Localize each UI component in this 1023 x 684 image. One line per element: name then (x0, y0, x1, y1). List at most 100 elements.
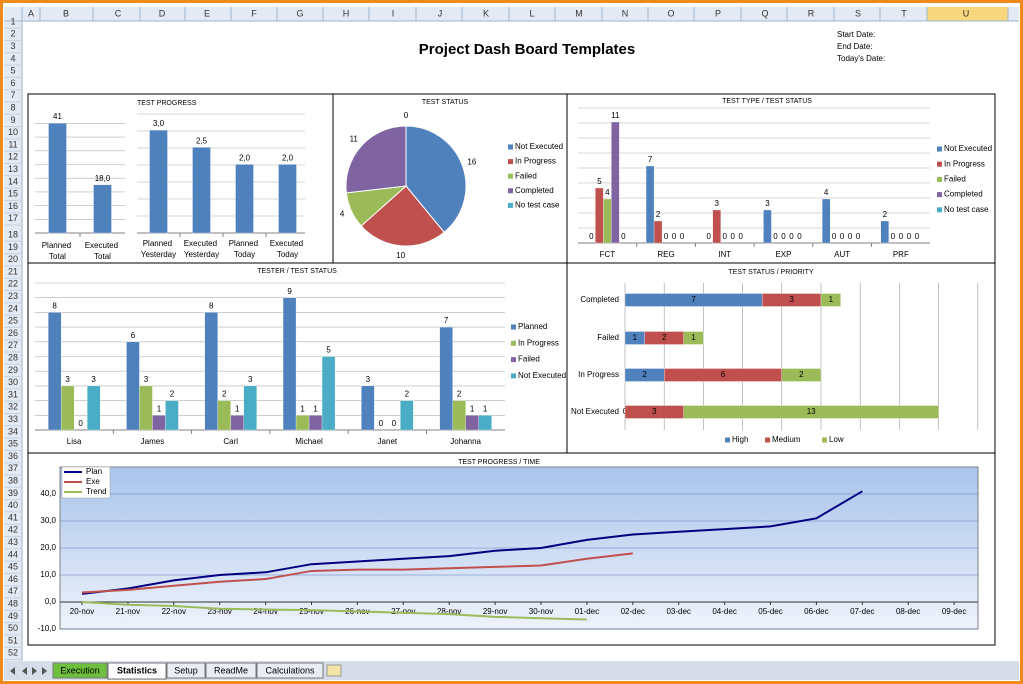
selected-column-header (927, 7, 1008, 21)
bar (139, 385, 153, 431)
tab-nav-first[interactable] (10, 667, 15, 675)
bar (400, 400, 414, 431)
value-label: 0 (856, 232, 861, 241)
row-header: 4 (10, 53, 15, 63)
pie-slice (405, 125, 467, 233)
tab[interactable] (256, 662, 324, 679)
row-header: 31 (8, 389, 18, 399)
value-label: 7 (648, 155, 653, 164)
y-tick-label: 10,0 (40, 570, 56, 579)
value-label: 2 (656, 210, 661, 219)
tab[interactable] (166, 662, 206, 679)
value-label: 0 (907, 232, 912, 241)
row-header: 21 (8, 266, 18, 276)
row-header: 28 (8, 352, 18, 362)
legend-label: Failed (518, 355, 540, 364)
value-label: 0 (707, 232, 712, 241)
column-header-band (4, 7, 1019, 21)
y-tick-label: 20,0 (40, 543, 56, 552)
x-tick-label: EXP (775, 250, 791, 259)
y-tick-label: 0,0 (45, 597, 57, 606)
row-header: 51 (8, 635, 18, 645)
value-label: 3 (789, 295, 794, 304)
x-tick-label: 21-nov (116, 607, 140, 616)
bar (295, 415, 310, 431)
x-tick-label: Lisa (67, 437, 82, 446)
value-label: 0 (797, 232, 802, 241)
row-header: 3 (10, 41, 15, 51)
row-header: 29 (8, 365, 18, 375)
bar (152, 415, 166, 431)
legend-label: Failed (515, 171, 537, 180)
legend-swatch (508, 144, 513, 150)
tab[interactable] (205, 662, 257, 679)
y-tick-label: 40,0 (40, 489, 56, 498)
x-tick-label: Executed Yesterday (184, 239, 220, 259)
row-header: 52 (8, 648, 18, 658)
column-header: A (28, 8, 34, 18)
value-label: 0 (915, 232, 920, 241)
tab-label[interactable]: Execution (60, 665, 100, 675)
value-label: 0 (723, 232, 728, 241)
bar (595, 187, 604, 244)
bar (653, 220, 663, 244)
x-tick-label: Janet (378, 437, 398, 446)
bar (61, 385, 75, 431)
legend-label: In Progress (515, 157, 556, 166)
chart-title: TEST STATUS / PRIORITY (728, 269, 814, 276)
bar-segment (781, 368, 822, 382)
value-label: 1 (633, 333, 638, 342)
x-tick-label: 25-nov (299, 607, 323, 616)
value-label: 0 (832, 232, 837, 241)
value-label: 2,5 (196, 136, 208, 145)
insert-sheet-tab[interactable] (326, 664, 342, 677)
row-header: 46 (8, 574, 18, 584)
tab-nav-last[interactable] (42, 667, 47, 675)
legend-label: Completed (944, 190, 983, 199)
value-label: 0 (781, 232, 786, 241)
tab-label[interactable]: Setup (174, 665, 198, 675)
tab[interactable] (52, 662, 108, 679)
row-header: 37 (8, 463, 18, 473)
row-header: 43 (8, 537, 18, 547)
tab-active[interactable] (107, 662, 167, 680)
tab-label[interactable]: Statistics (117, 665, 157, 675)
chart-title: TEST TYPE / TEST STATUS (722, 98, 812, 105)
value-label: 0 (731, 232, 736, 241)
x-tick-label: 04-dec (712, 607, 736, 616)
bar (93, 184, 112, 234)
column-header: K (483, 8, 489, 18)
x-tick-label: Planned Today (229, 239, 261, 259)
value-label: 0 (848, 232, 853, 241)
value-label: 0 (680, 232, 685, 241)
bar (282, 297, 297, 431)
value-label: 0 (773, 232, 778, 241)
tab-label[interactable]: Calculations (265, 665, 315, 675)
value-label: 3 (366, 375, 371, 384)
row-header: 16 (8, 201, 18, 211)
tab-nav-next[interactable] (32, 667, 37, 675)
tab-nav-prev[interactable] (22, 667, 27, 675)
row-header: 45 (8, 562, 18, 572)
bar (439, 326, 453, 431)
tab-label[interactable]: ReadMe (214, 665, 248, 675)
value-label: 8 (209, 302, 214, 311)
value-label: 0 (404, 111, 409, 120)
x-tick-label: Planned Yesterday (141, 239, 176, 259)
x-tick-label: Michael (295, 437, 323, 446)
value-label: 18,0 (95, 174, 111, 183)
legend-label: Not Executed (518, 371, 566, 380)
bar (361, 385, 375, 431)
x-tick-label: 07-dec (850, 607, 874, 616)
legend-label: Not Executed (515, 142, 563, 151)
chart-title: TEST PROGRESS / TIME (458, 459, 540, 466)
row-header: 38 (8, 475, 18, 485)
bar (478, 415, 492, 431)
y-tick-label: Not Executed (571, 407, 619, 416)
bar (763, 209, 772, 244)
legend-swatch (508, 159, 513, 165)
legend-label: Trend (86, 487, 107, 496)
x-tick-label: FCT (600, 250, 616, 259)
row-header: 5 (10, 66, 15, 76)
